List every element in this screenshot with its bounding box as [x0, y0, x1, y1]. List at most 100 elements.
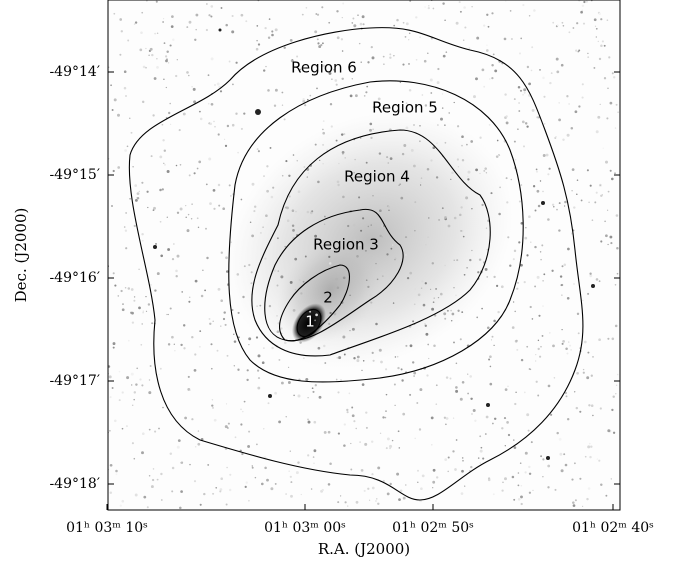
noise [257, 150, 260, 153]
noise [264, 466, 267, 470]
noise [517, 281, 519, 284]
noise [420, 177, 423, 179]
noise [209, 122, 212, 126]
noise [411, 361, 415, 364]
noise [278, 420, 282, 424]
noise [414, 288, 417, 290]
noise [566, 417, 570, 421]
noise [287, 381, 291, 384]
noise [305, 6, 308, 9]
noise [344, 501, 347, 504]
noise [435, 176, 439, 179]
noise [109, 463, 113, 467]
noise [270, 487, 274, 491]
noise [513, 446, 517, 449]
noise [603, 77, 607, 80]
noise [243, 265, 246, 268]
noise [539, 69, 541, 71]
noise [240, 198, 243, 201]
noise [189, 389, 191, 391]
noise [314, 384, 317, 387]
noise [525, 227, 527, 229]
noise [600, 240, 603, 243]
noise [367, 285, 370, 289]
noise [437, 296, 440, 299]
noise [542, 305, 544, 307]
noise [489, 78, 491, 80]
noise [287, 366, 290, 369]
noise [348, 392, 351, 395]
noise [269, 146, 272, 149]
noise [512, 301, 515, 303]
noise [417, 293, 421, 297]
noise [186, 229, 190, 233]
noise [498, 154, 501, 156]
noise [329, 102, 333, 106]
noise [297, 190, 301, 194]
noise [265, 214, 268, 218]
noise [316, 13, 320, 16]
noise [408, 39, 410, 41]
noise [206, 256, 209, 260]
noise [555, 57, 559, 61]
noise [356, 254, 359, 258]
noise [292, 229, 295, 232]
noise [427, 343, 430, 346]
noise [399, 489, 403, 493]
noise [311, 387, 314, 390]
noise [443, 416, 447, 419]
noise [562, 340, 565, 343]
noise [289, 280, 293, 284]
noise [285, 416, 287, 418]
noise [147, 303, 151, 306]
noise [524, 451, 528, 455]
noise [238, 336, 240, 339]
noise [561, 21, 564, 24]
noise [220, 7, 223, 9]
noise [449, 377, 452, 380]
noise [169, 102, 171, 105]
noise [526, 254, 529, 257]
noise [524, 471, 527, 474]
star [546, 456, 550, 460]
noise [212, 492, 215, 495]
noise [256, 443, 258, 446]
noise [408, 62, 410, 65]
noise [403, 144, 407, 147]
noise [569, 344, 572, 347]
noise [393, 24, 396, 27]
noise [428, 4, 430, 7]
noise [580, 199, 583, 202]
noise [542, 476, 544, 478]
noise [360, 137, 362, 139]
noise [451, 312, 455, 316]
noise [340, 38, 344, 41]
noise [459, 10, 462, 13]
noise [409, 344, 413, 348]
noise [437, 124, 439, 126]
noise [329, 462, 332, 466]
noise [363, 489, 366, 492]
noise [481, 68, 485, 72]
noise [300, 292, 303, 295]
noise [110, 84, 112, 87]
noise [599, 407, 602, 410]
noise [543, 273, 546, 276]
noise [337, 501, 340, 504]
noise [158, 427, 160, 430]
y-tick-label: -49°15′ [49, 167, 100, 183]
noise [424, 282, 427, 285]
noise [515, 391, 517, 393]
noise [302, 97, 305, 101]
noise [484, 167, 487, 170]
noise [154, 32, 156, 35]
noise [456, 158, 460, 161]
noise [133, 224, 136, 228]
noise [226, 354, 229, 357]
noise [522, 4, 525, 7]
noise [564, 463, 568, 467]
noise [519, 89, 523, 92]
noise [261, 361, 265, 365]
noise [311, 210, 314, 213]
noise [609, 101, 613, 105]
